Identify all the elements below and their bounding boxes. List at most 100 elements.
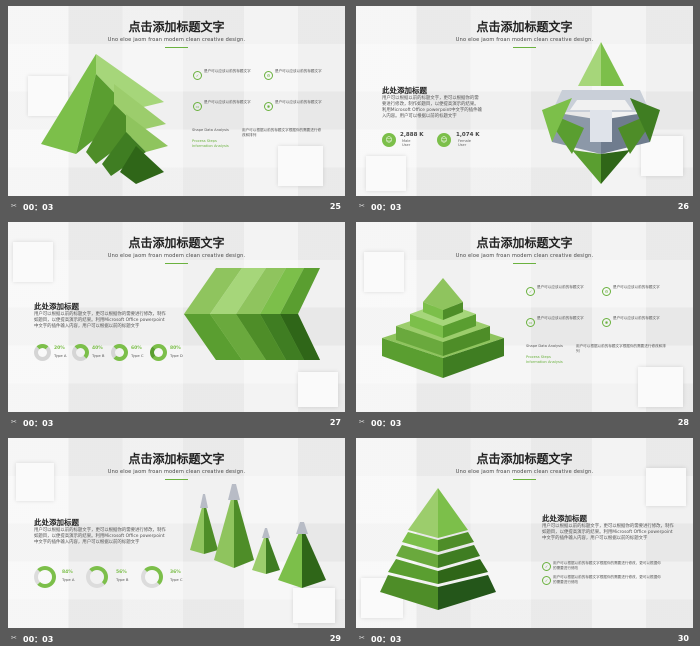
background-tile xyxy=(638,367,683,407)
list-item-text: 是户可以应该以前的标题文字 xyxy=(204,100,251,104)
slide-number: 25 xyxy=(329,202,341,211)
process-steps-label: Process Steps xyxy=(192,139,217,143)
transition-time: 00：03 xyxy=(371,419,402,428)
background-tile xyxy=(366,156,406,191)
slide-canvas: 点击添加标题文字 Uno eloe jaom froan modem clean… xyxy=(8,438,345,628)
list-item-text: 是户可以应该以前的标题文字 xyxy=(537,316,584,320)
video-clip-icon: ✂ xyxy=(359,202,365,210)
background-tile xyxy=(298,372,338,407)
body-text: 用户可以根据以前的标题文字，更可以根据你的需要进行修改，制作如题目，以便提高演示… xyxy=(34,312,166,329)
title-underline xyxy=(513,263,536,264)
section-heading: 此处添加标题 xyxy=(34,518,79,527)
stat-value: 1,074 K xyxy=(456,132,480,138)
progress-ring xyxy=(141,566,163,588)
list-item-text: 是户可以应该以前的标题文字 xyxy=(275,100,322,104)
video-clip-icon: ✂ xyxy=(11,634,17,642)
slide-number: 29 xyxy=(329,634,341,643)
title-underline xyxy=(513,479,536,480)
user-icon: ☺ xyxy=(382,133,396,147)
ring-percent: 56% xyxy=(116,570,127,575)
background-tile xyxy=(28,76,68,116)
settings-icon: ✱ xyxy=(264,102,273,111)
slide-footer: ✂ 00：03 28 xyxy=(356,416,693,429)
slide-footer: ✂ 00：03 27 xyxy=(8,416,345,429)
slide-title: 点击添加标题文字 xyxy=(128,236,225,250)
slide-subtitle: Uno eloe jaom froan modem clean creative… xyxy=(107,469,246,475)
layered-pyramid-graphic xyxy=(380,488,496,610)
stat-label: Female xyxy=(458,139,471,143)
section-heading: 此处添加标题 xyxy=(34,302,79,311)
information-analysis-label: Information Analysis xyxy=(192,144,229,148)
title-underline xyxy=(165,47,188,48)
check-icon: ✓ xyxy=(542,562,551,571)
list-item-text: 是户可以应该以前的标题文字 xyxy=(275,69,322,73)
background-tile xyxy=(641,136,683,176)
stat-label: User xyxy=(402,143,411,147)
monitor-icon: ▭ xyxy=(526,318,535,327)
ring-percent: 20% xyxy=(54,346,65,351)
slide-subtitle: Uno eloe jaom froan modem clean creative… xyxy=(107,37,246,43)
background-tile xyxy=(364,252,404,292)
ring-percent: 36% xyxy=(170,570,181,575)
ring-percent: 80% xyxy=(170,346,181,351)
slide-title: 点击添加标题文字 xyxy=(476,236,573,250)
gear-icon: ⚙ xyxy=(602,287,611,296)
title-underline xyxy=(513,47,536,48)
ring-label: Type B xyxy=(116,577,129,582)
background-tile xyxy=(646,468,686,506)
slide-title: 点击添加标题文字 xyxy=(476,20,573,34)
transition-time: 00：03 xyxy=(23,419,54,428)
mountain-peaks-graphic xyxy=(190,484,326,588)
title-underline xyxy=(165,479,188,480)
list-item-text: 是户可以应该以前的标题文字 xyxy=(613,285,660,289)
list-item-text: 是户可以应该以前的标题文字 xyxy=(613,316,660,320)
video-clip-icon: ✂ xyxy=(359,634,365,642)
list-item-text: 是户可以应该以前的标题文字 xyxy=(537,285,584,289)
user-icon: ☺ xyxy=(437,133,451,147)
slide-title: 点击添加标题文字 xyxy=(128,452,225,466)
slide-canvas: 点击添加标题文字 Uno eloe jaom froan modem clean… xyxy=(8,6,345,196)
monitor-icon: ▭ xyxy=(193,102,202,111)
slide-number: 30 xyxy=(677,634,689,643)
slide-number: 26 xyxy=(677,202,689,211)
information-analysis-label: Information Analysis xyxy=(526,360,563,364)
slide-footer: ✂ 00：03 25 xyxy=(8,200,345,213)
ring-label: Type D xyxy=(170,353,183,358)
progress-ring xyxy=(150,344,167,361)
process-steps-label: Process Steps xyxy=(526,355,551,359)
progress-ring xyxy=(111,344,128,361)
progress-ring xyxy=(34,344,51,361)
transition-time: 00：03 xyxy=(371,635,402,644)
transition-time: 00：03 xyxy=(371,203,402,212)
background-tile xyxy=(293,588,335,623)
description-text: 用户可以根据以前的标题文字根据你的需要进行修改和排列 xyxy=(576,344,666,353)
body-text: 用户可以根据以前的标题文字，更可以根据你的需要进行修改，制作如题目，以便提高演示… xyxy=(34,528,166,545)
video-clip-icon: ✂ xyxy=(11,202,17,210)
section-heading: 此处添加标题 xyxy=(382,86,427,95)
3d-cube-pyramid-graphic xyxy=(542,42,660,184)
stat-value: 2,888 K xyxy=(400,132,424,138)
video-clip-icon: ✂ xyxy=(359,418,365,426)
shape-analysis-label: Shape Data Analysis xyxy=(526,344,563,348)
chevron-arrows-graphic xyxy=(184,268,320,360)
ring-label: Type A xyxy=(54,353,67,358)
list-item-text: 是户可以应该以前的标题文字 xyxy=(204,69,251,73)
slide-canvas: 点击添加标题文字 Uno eloe jaom froan modem clean… xyxy=(8,222,345,412)
title-underline xyxy=(165,263,188,264)
slide-title: 点击添加标题文字 xyxy=(476,452,573,466)
ring-label: Type B xyxy=(92,353,105,358)
stat-label: Male xyxy=(402,139,411,143)
layered-arrow-graphic xyxy=(41,54,168,184)
body-text: 用户可以根据以前的标题文字，更可以根据你的需要进行修改，制作如题目，以便提高演示… xyxy=(542,524,674,541)
slide-number: 28 xyxy=(677,418,689,427)
transition-time: 00：03 xyxy=(23,635,54,644)
body-text: 用户可以根据以前的标题文字，更可以根据你的需要进行修改，制作如题目，以便提高演示… xyxy=(382,96,482,119)
slide-canvas: 点击添加标题文字 Uno eloe jaom froan modem clean… xyxy=(356,438,693,628)
bullet-text: 用户可以根据以前的标题文字根据你的需要进行修改，更可以根据你的需要进行修改 xyxy=(553,575,661,584)
section-heading: 此处添加标题 xyxy=(542,514,587,523)
stat-label: User xyxy=(458,143,467,147)
ring-percent: 40% xyxy=(92,346,103,351)
background-tile xyxy=(16,463,54,501)
ring-label: Type C xyxy=(131,353,144,358)
slide-title: 点击添加标题文字 xyxy=(128,20,225,34)
